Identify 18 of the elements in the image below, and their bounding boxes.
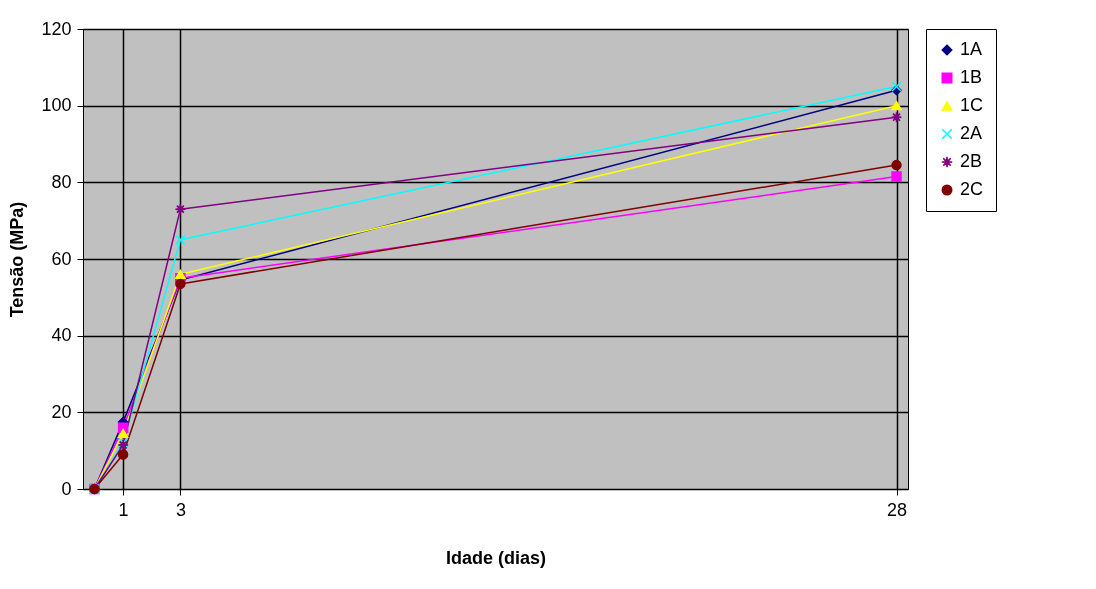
legend-label: 2C — [960, 179, 984, 199]
y-tick-label: 40 — [51, 325, 72, 346]
legend-label: 1B — [960, 67, 983, 87]
y-tick-label: 120 — [41, 18, 72, 39]
x-tick-label: 1 — [118, 499, 129, 520]
legend-label: 1A — [960, 39, 983, 59]
y-tick-label: 60 — [51, 248, 72, 269]
legend-label: 1C — [960, 95, 984, 115]
y-tick-label: 100 — [41, 95, 72, 116]
x-axis-title: Idade (dias) — [445, 547, 547, 568]
y-tick-label: 80 — [51, 171, 72, 192]
y-axis-title: Tensão (MPa) — [7, 201, 28, 318]
legend-label: 2A — [960, 123, 983, 143]
legend-label: 2B — [960, 151, 983, 171]
y-tick-label: 0 — [61, 478, 72, 499]
x-tick-label: 28 — [887, 499, 908, 520]
x-tick-label: 3 — [175, 499, 186, 520]
y-tick-label: 20 — [51, 401, 72, 422]
